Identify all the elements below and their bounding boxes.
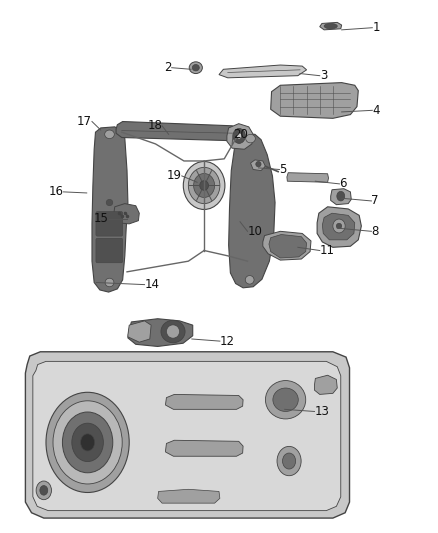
Text: 10: 10 (247, 225, 262, 238)
Polygon shape (229, 134, 275, 288)
Polygon shape (166, 394, 243, 409)
Text: 7: 7 (371, 195, 379, 207)
Polygon shape (25, 352, 350, 518)
Ellipse shape (283, 453, 296, 469)
Polygon shape (251, 160, 265, 171)
Polygon shape (33, 361, 341, 511)
Polygon shape (128, 321, 151, 342)
Ellipse shape (183, 161, 225, 209)
Text: 6: 6 (339, 177, 347, 190)
Ellipse shape (161, 320, 185, 343)
Text: 4: 4 (372, 104, 380, 117)
Ellipse shape (72, 423, 103, 462)
Ellipse shape (336, 223, 342, 229)
Text: 15: 15 (94, 212, 109, 225)
Ellipse shape (46, 392, 129, 492)
Ellipse shape (324, 23, 337, 29)
Text: 17: 17 (77, 115, 92, 128)
Ellipse shape (40, 486, 48, 495)
Text: 16: 16 (49, 185, 64, 198)
Text: 2: 2 (164, 61, 172, 74)
Polygon shape (269, 235, 307, 258)
Ellipse shape (237, 133, 242, 139)
Text: 11: 11 (320, 244, 335, 257)
Polygon shape (322, 213, 355, 240)
Ellipse shape (105, 130, 114, 139)
Ellipse shape (192, 64, 199, 71)
Ellipse shape (233, 128, 245, 143)
Text: 13: 13 (314, 405, 329, 418)
Ellipse shape (246, 134, 255, 143)
Ellipse shape (200, 181, 208, 190)
Text: 20: 20 (233, 128, 248, 141)
Text: 12: 12 (220, 335, 235, 348)
Ellipse shape (194, 173, 215, 197)
Text: 5: 5 (279, 163, 287, 176)
Text: 14: 14 (145, 278, 159, 291)
Ellipse shape (189, 62, 202, 74)
Text: 18: 18 (147, 119, 162, 132)
Ellipse shape (265, 381, 306, 419)
Ellipse shape (63, 412, 113, 473)
Ellipse shape (105, 278, 114, 287)
Polygon shape (320, 22, 342, 30)
Text: 19: 19 (167, 169, 182, 182)
Ellipse shape (277, 447, 301, 475)
Polygon shape (263, 231, 311, 260)
Polygon shape (158, 489, 220, 503)
Polygon shape (116, 122, 240, 141)
Ellipse shape (106, 199, 113, 206)
Text: 8: 8 (371, 225, 379, 238)
Ellipse shape (53, 401, 122, 484)
Ellipse shape (333, 219, 345, 233)
FancyBboxPatch shape (96, 212, 123, 236)
Ellipse shape (245, 276, 254, 284)
Polygon shape (314, 375, 337, 394)
Polygon shape (128, 319, 193, 346)
Polygon shape (227, 124, 253, 149)
Ellipse shape (166, 325, 180, 338)
Ellipse shape (81, 434, 95, 451)
Ellipse shape (188, 167, 220, 204)
Ellipse shape (36, 481, 52, 500)
Polygon shape (271, 83, 358, 118)
Polygon shape (92, 127, 128, 292)
Polygon shape (287, 173, 328, 182)
Polygon shape (317, 207, 361, 247)
Polygon shape (219, 65, 307, 78)
Polygon shape (331, 189, 351, 205)
Text: 3: 3 (320, 69, 327, 82)
Polygon shape (114, 204, 139, 224)
Ellipse shape (273, 388, 298, 411)
Polygon shape (166, 440, 243, 456)
Ellipse shape (337, 191, 345, 201)
Text: 1: 1 (372, 21, 380, 34)
Ellipse shape (256, 161, 261, 167)
FancyBboxPatch shape (96, 238, 123, 263)
